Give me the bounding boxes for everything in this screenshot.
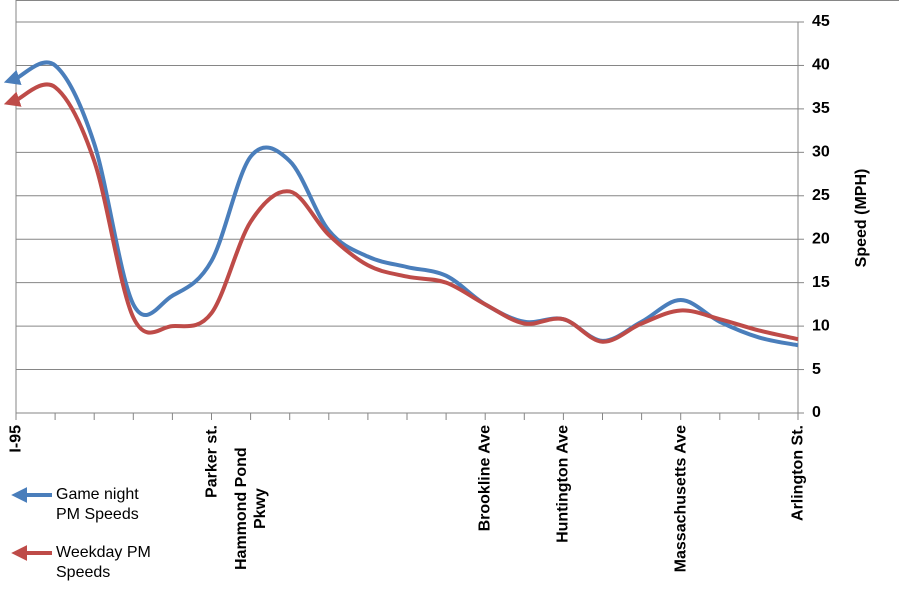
x-tick-label: Arlington St. [789,425,807,521]
legend-label: Game night PM Speeds [56,486,139,523]
x-tick-label: Massachusetts Ave [672,425,690,573]
legend-label: Weekday PM Speeds [56,544,151,581]
x-tick-label: Huntington Ave [554,425,572,543]
y-tick-label: 45 [812,13,830,30]
y-tick-label: 35 [812,100,830,117]
x-tick-label: I-95 [7,425,25,453]
y-tick-label: 5 [812,361,821,378]
y-tick-label: 15 [812,274,830,291]
x-tick-label: Brookline Ave [476,425,494,532]
y-tick-label: 20 [812,230,830,247]
y-tick-label: 40 [812,57,830,74]
y-tick-label: 10 [812,317,830,334]
x-tick-label: Hammond Pond Pkwy [232,447,269,571]
line [3,82,799,344]
y-tick-label: 0 [812,404,821,421]
y-tick-label: 30 [812,144,830,161]
x-tick-label: Parker st. [203,425,220,498]
line [3,60,799,348]
y-tick-label: 25 [812,187,830,204]
y-axis-title: Speed (MPH) [853,169,870,268]
